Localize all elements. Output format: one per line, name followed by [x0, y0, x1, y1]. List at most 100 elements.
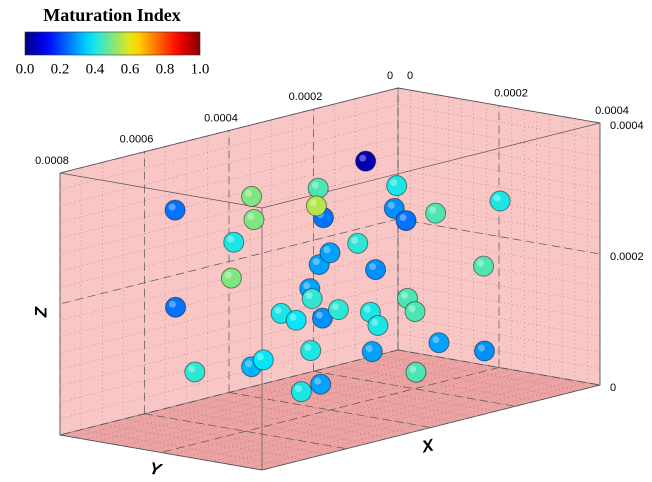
sphere	[300, 340, 322, 362]
sphere	[301, 288, 323, 310]
sphere	[404, 301, 426, 323]
sphere	[319, 242, 341, 264]
sphere	[290, 381, 312, 403]
grid-line	[397, 218, 601, 255]
sphere-highlight	[371, 318, 379, 326]
y-tick-label: 0.0008	[35, 155, 69, 167]
box-edge	[59, 172, 263, 209]
sphere-highlight	[429, 206, 437, 214]
grid-line	[144, 413, 347, 450]
grid-line	[313, 370, 516, 407]
z-tick-label: 0.0004	[610, 120, 644, 132]
sphere-highlight	[168, 203, 176, 211]
sphere-highlight	[363, 305, 371, 313]
sphere	[365, 259, 387, 281]
y-tick-label: 0.0006	[120, 134, 154, 146]
x-tick-label: 0.0002	[494, 87, 528, 99]
sphere-highlight	[351, 236, 359, 244]
sphere	[311, 307, 333, 329]
z-tick-label: 0.0002	[610, 251, 644, 263]
grid-line	[228, 392, 432, 428]
sphere-highlight	[432, 336, 440, 344]
sphere	[165, 296, 187, 318]
sphere	[184, 361, 206, 383]
sphere	[327, 299, 349, 321]
sphere	[305, 195, 327, 217]
sphere-highlight	[169, 300, 177, 308]
x-axis-label: X	[419, 435, 437, 456]
sphere-highlight	[227, 235, 235, 243]
sphere-highlight	[303, 282, 311, 290]
sphere-highlight	[188, 365, 196, 373]
y-axis-label: Y	[148, 459, 165, 480]
sphere	[395, 210, 417, 232]
sphere-highlight	[247, 213, 255, 221]
y-tick-label: 0.0004	[204, 112, 238, 124]
sphere	[347, 232, 369, 254]
sphere-highlight	[477, 344, 485, 352]
sphere	[220, 267, 242, 289]
sphere	[355, 150, 377, 172]
colorbar-tick-label: 0.4	[86, 61, 105, 77]
sphere	[473, 255, 495, 277]
sphere-highlight	[311, 181, 319, 189]
sphere-highlight	[408, 305, 416, 313]
sphere	[241, 185, 263, 207]
grid-line	[59, 218, 399, 305]
sphere-highlight	[359, 154, 367, 162]
sphere	[405, 361, 427, 383]
sphere	[473, 340, 495, 362]
sphere-highlight	[314, 377, 322, 385]
sphere	[223, 231, 245, 253]
sphere-highlight	[305, 292, 313, 300]
sphere-highlight	[312, 258, 320, 266]
colorbar-tick-label: 1.0	[191, 61, 210, 77]
sphere-highlight	[401, 291, 408, 299]
sphere-highlight	[289, 313, 297, 321]
colorbar-tick-label: 0.8	[156, 61, 175, 77]
box-edge	[59, 87, 399, 174]
sphere	[243, 209, 265, 231]
sphere-highlight	[365, 345, 373, 353]
grid-line	[59, 349, 399, 436]
colorbar-title: Maturation Index	[43, 5, 181, 25]
sphere-highlight	[309, 199, 317, 207]
sphere	[428, 332, 450, 354]
z-tick-label: 0	[610, 382, 616, 394]
sphere	[489, 190, 511, 212]
sphere-highlight	[369, 263, 377, 271]
sphere-highlight	[274, 306, 282, 314]
sphere-highlight	[390, 179, 398, 187]
sphere	[361, 341, 383, 363]
box-edge	[59, 434, 263, 471]
colorbar-tick-label: 0.2	[51, 61, 70, 77]
sphere	[310, 373, 332, 395]
sphere-highlight	[245, 360, 253, 368]
sphere-highlight	[304, 344, 312, 352]
sphere-highlight	[256, 353, 264, 361]
x-tick-label: 0	[407, 70, 413, 82]
sphere	[386, 175, 408, 197]
sphere-highlight	[493, 194, 501, 202]
sphere-highlight	[245, 189, 253, 197]
colorbar-tick-label: 0.6	[121, 61, 140, 77]
sphere-highlight	[294, 385, 302, 393]
y-tick-label: 0	[387, 70, 393, 82]
x-tick-label: 0.0004	[595, 105, 629, 117]
sphere-highlight	[477, 259, 485, 267]
grid-line	[160, 367, 500, 453]
sphere-highlight	[387, 201, 395, 209]
sphere	[252, 349, 274, 371]
y-tick-label: 0.0002	[289, 91, 323, 103]
sphere	[367, 314, 389, 336]
z-axis-label: Z	[31, 306, 50, 318]
colorbar	[24, 31, 201, 56]
box-edge	[261, 384, 601, 471]
sphere-highlight	[409, 365, 417, 373]
sphere-highlight	[224, 271, 232, 279]
colorbar-tick-label: 0.0	[16, 61, 35, 77]
sphere	[307, 177, 329, 199]
box-edge	[397, 87, 601, 124]
